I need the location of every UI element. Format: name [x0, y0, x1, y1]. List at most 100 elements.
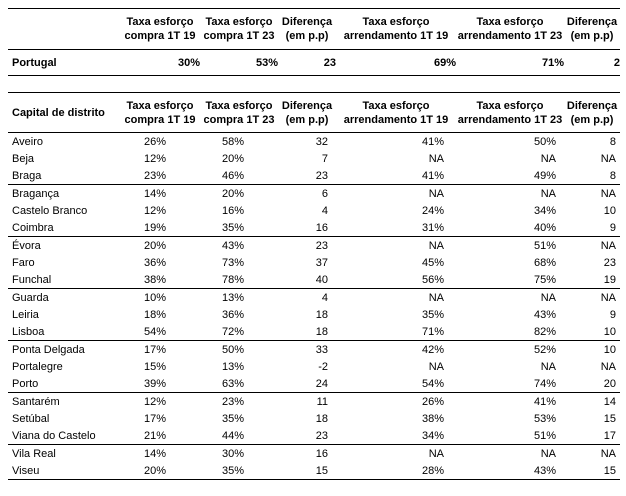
col-header-line: Diferença [566, 99, 618, 112]
value-cell: 35% [200, 462, 278, 481]
value-cell: NA [600, 360, 616, 373]
col-header-line: Taxa esforço [476, 16, 544, 28]
table-row: Porto 39% 63% 24 54% 74% 20 [8, 375, 620, 394]
col-header-compra-1t19: Taxa esforço compra 1T 19 [120, 91, 200, 134]
value-cell: NA [428, 239, 444, 252]
value-cell: -2 [318, 360, 328, 373]
effort-rate-table: Taxa esforço compra 1T 19 Taxa esforço c… [8, 8, 620, 481]
district-name-cell: Setúbal [12, 412, 50, 425]
value-cell: NA [540, 187, 556, 200]
value-cell: 43% [456, 462, 564, 481]
value-cell: 15 [603, 412, 616, 425]
value-cell: 23 [278, 167, 336, 186]
table-row: Ponta Delgada 17% 50% 33 42% 52% 10 [8, 341, 620, 359]
col-header-diferenca-compra: Diferença (em p.p) [278, 8, 336, 50]
value-cell: 50% [533, 135, 556, 148]
value-cell: 14 [603, 395, 616, 408]
col-header-line: Taxa esforço [126, 99, 194, 112]
value-cell: 36% [221, 308, 244, 321]
value-cell: 33 [315, 343, 328, 356]
value-cell: 51% [533, 239, 556, 252]
value-cell: 23% [120, 167, 200, 186]
value-cell: 10 [564, 323, 620, 342]
col-header-line: arrendamento 1T 19 [343, 30, 449, 43]
value-cell: 28% [336, 462, 456, 481]
value-cell: 12% [143, 152, 166, 165]
district-name-cell: Viseu [8, 462, 120, 481]
value-cell: 4 [321, 291, 328, 304]
value-cell: 40 [278, 271, 336, 290]
table-row: Viana do Castelo 21% 44% 23 34% 51% 17 [8, 427, 620, 446]
section-gap [8, 75, 620, 92]
district-name-cell: Guarda [12, 291, 49, 304]
col-header-diferenca-arrendamento: Diferença (em p.p) [564, 8, 620, 50]
value-cell: 13% [221, 360, 244, 373]
col-header-line: Taxa esforço [205, 16, 273, 28]
col-header-line: Diferença [281, 16, 333, 28]
col-header-compra-1t23: Taxa esforço compra 1T 23 [200, 91, 278, 134]
col-header-line: (em p.p) [285, 30, 329, 43]
value-cell: 8 [609, 135, 616, 148]
value-cell: 52% [533, 343, 556, 356]
value-cell: 20% [221, 152, 244, 165]
value-cell: 20% [143, 239, 166, 252]
value-cell: 50% [221, 343, 244, 356]
table-row: Bragança 14% 20% 6 NA NA NA [8, 185, 620, 203]
value-cell: NA [600, 152, 616, 165]
value-cell: 38% [120, 271, 200, 290]
table-row: Castelo Branco 12% 16% 4 24% 34% 10 [8, 202, 620, 219]
value-cell: 30% [221, 447, 244, 460]
value-cell: 71% [336, 323, 456, 342]
district-name-cell: Braga [8, 167, 120, 186]
table-row: Vila Real 14% 30% 16 NA NA NA [8, 445, 620, 463]
value-cell: 58% [221, 135, 244, 148]
district-name-cell: Vila Real [12, 447, 56, 460]
value-cell: 24% [421, 204, 444, 217]
value-cell: 18 [315, 412, 328, 425]
col-header-line: arrendamento 1T 19 [343, 113, 449, 126]
table-row: Leiria 18% 36% 18 35% 43% 9 [8, 306, 620, 323]
col-header-line: Taxa esforço [476, 99, 544, 112]
col-header-line: arrendamento 1T 23 [457, 30, 563, 43]
col-header-line: compra 1T 19 [124, 113, 196, 126]
value-cell: 18% [143, 308, 166, 321]
district-name-cell: Funchal [8, 271, 120, 290]
district-name-cell: Viana do Castelo [8, 427, 120, 446]
value-cell: 68% [533, 256, 556, 269]
value-cell: 19% [120, 219, 200, 238]
value-cell: 18 [315, 308, 328, 321]
value-cell: 26% [143, 135, 166, 148]
table-row: Guarda 10% 13% 4 NA NA NA [8, 289, 620, 307]
page: Taxa esforço compra 1T 19 Taxa esforço c… [8, 8, 620, 481]
value-cell: 23 [603, 256, 616, 269]
value-cell: 17% [143, 343, 166, 356]
col-header-line: Taxa esforço [362, 99, 430, 112]
value-cell: 14% [143, 187, 166, 200]
table-row: Braga 23% 46% 23 41% 49% 8 [8, 167, 620, 186]
value-cell: 82% [456, 323, 564, 342]
district-name-cell: Portalegre [12, 360, 63, 373]
value-cell: NA [428, 152, 444, 165]
value-cell: 35% [221, 412, 244, 425]
value-cell: 63% [200, 375, 278, 394]
portugal-section: Taxa esforço compra 1T 19 Taxa esforço c… [8, 8, 620, 134]
col-header-line: (em p.p) [570, 30, 614, 43]
country-name-cell: Portugal [8, 49, 120, 76]
district-name-cell: Porto [8, 375, 120, 394]
col-header-line: Diferença [281, 99, 333, 112]
col-header-arrendamento-1t23: Taxa esforço arrendamento 1T 23 [456, 8, 564, 50]
header-row-districts: Capital de distrito Taxa esforço compra … [8, 91, 620, 134]
value-cell: 18 [278, 323, 336, 342]
district-name-cell: Leiria [12, 308, 39, 321]
value-cell: 23 [315, 239, 328, 252]
value-cell: 8 [564, 167, 620, 186]
col-header-arrendamento-1t23: Taxa esforço arrendamento 1T 23 [456, 91, 564, 134]
col-header-arrendamento-1t19: Taxa esforço arrendamento 1T 19 [336, 91, 456, 134]
value-cell: 30% [120, 49, 200, 76]
col-header-line: (em p.p) [570, 113, 614, 126]
value-cell: 41% [336, 167, 456, 186]
value-cell: NA [428, 360, 444, 373]
value-cell: 10% [143, 291, 166, 304]
value-cell: 10 [603, 204, 616, 217]
value-cell: 42% [421, 343, 444, 356]
